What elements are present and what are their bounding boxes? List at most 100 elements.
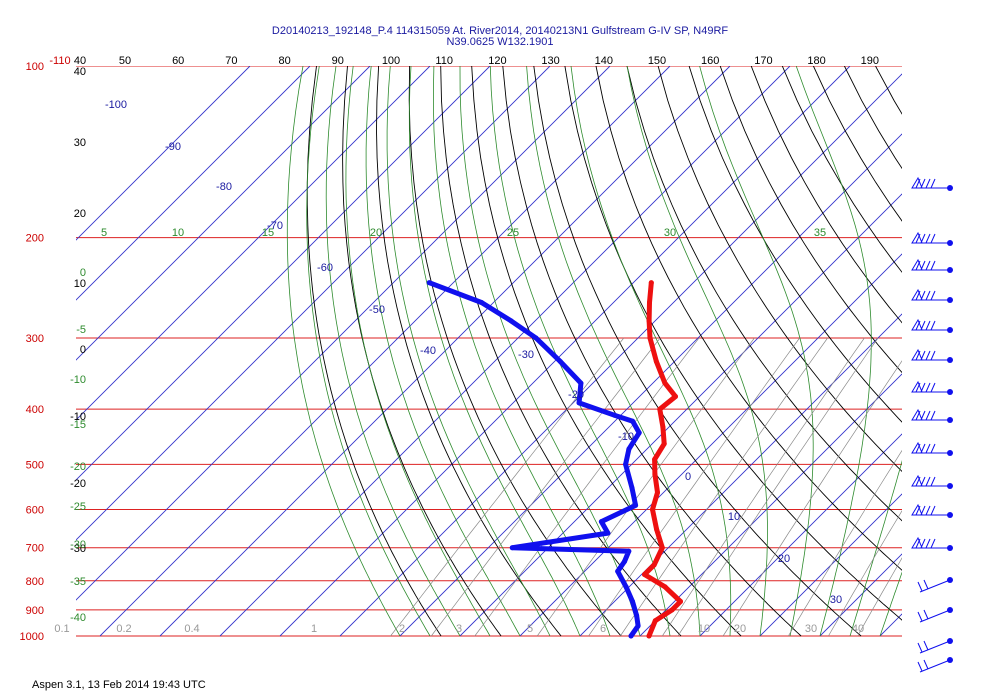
dewpoint-profile-point [633,502,639,508]
wind-barb-pennant [911,348,923,361]
isotherm-line [519,253,902,637]
mixing-ratio-label: 3 [456,623,462,635]
theta-e-label: 5 [101,227,107,239]
wind-barb-flag [917,661,923,672]
wind-barb-flag [917,642,923,653]
isotherm-label: 20 [778,553,790,565]
left-green-label: -35 [70,576,86,588]
wind-barb [917,577,953,593]
dry-adiabat-line [471,66,742,637]
wind-barb-flag [925,382,931,393]
wind-barb [911,536,953,551]
top-tick-label: 150 [648,55,666,67]
mixing-ratio-label: 6 [600,623,606,635]
wind-barb-flag [930,410,936,421]
dry-adiabat-line [719,66,902,374]
wind-barb-pennant [911,176,923,189]
wind-barb-flag [930,233,936,244]
top-tick-label: 160 [701,55,719,67]
wind-barb-flag [917,581,923,592]
isotherm-line [76,66,251,241]
grid-clip-group [76,66,1000,637]
pressure-tick-label: 600 [26,505,44,517]
mixing-ratio-line [787,449,902,637]
wind-barb [911,380,953,395]
wind-barb-flag [925,260,931,271]
theta-e-label: 15 [262,227,274,239]
plot-frame [76,66,902,636]
dewpoint-profile-point [629,485,635,491]
isotherm-label: -50 [369,304,385,316]
dewpoint-profile-point [557,359,563,365]
temperature-profile-point [661,441,667,447]
pressure-tick-label: 700 [26,543,44,555]
dry-adiabat-line [564,66,902,621]
isotherm-line [639,373,902,637]
moist-adiabat-line [795,66,872,637]
isotherm-line [76,66,551,541]
left-height-label: -30 [70,543,86,555]
moist-adiabat-line [489,66,671,637]
moist-adiabat-line [699,66,814,637]
dewpoint-profile-point [533,335,539,341]
moist-adiabat-line [526,66,701,637]
mixing-ratio-label: 20 [734,623,746,635]
dry-adiabat-line [533,66,862,637]
pressure-tick-label: 200 [26,233,44,245]
mixing-ratio-line [857,557,902,637]
top-tick-label: 180 [807,55,825,67]
dry-adiabat-line [750,66,902,324]
wind-barb-flag [923,579,929,590]
mixing-ratio-label: 5 [527,623,533,635]
wind-barb-flag [930,505,936,516]
top-tick-label: 80 [278,55,290,67]
dewpoint-profile-point [634,612,640,618]
wind-barb-flag [925,178,931,189]
left-green-label: -40 [70,612,86,624]
dry-adiabat-line [502,66,802,637]
moist-adiabat-line [408,66,581,637]
isotherm-line [759,493,902,637]
wind-barb [911,408,953,423]
wind-barb-flag [930,320,936,331]
wind-barb-flag [925,350,931,361]
wind-barb-flag [930,290,936,301]
isotherm-line [76,66,371,361]
wind-barb-flag [923,640,929,651]
footer-text: Aspen 3.1, 13 Feb 2014 19:43 UTC [32,679,206,691]
top-tick-label: 70 [225,55,237,67]
dewpoint-profile-point [622,559,627,564]
dry-adiabat-line [969,66,1000,636]
dry-adiabat-line [907,66,1000,636]
mixing-ratio-label: 10 [698,623,710,635]
wind-barb-flag [930,260,936,271]
mixing-ratio-label: 0.4 [184,623,199,635]
isotherm-label: -20 [568,389,584,401]
mixing-ratio-label: 0.2 [116,623,131,635]
dewpoint-profile-point [426,280,432,286]
dry-adiabat-line [306,66,442,637]
temperature-profile-point [647,335,653,341]
grid-layer [76,66,1000,637]
moist-adiabat-line [386,66,551,637]
top-tick-label: 110 [435,55,453,67]
wind-barb-flag [923,659,929,670]
temperature-profile-point [654,526,660,532]
wind-barb [911,176,953,191]
left-height-label: -20 [70,478,86,490]
dewpoint-profile-point [598,519,604,525]
wind-barb-flag [930,382,936,393]
moist-adiabat-line [345,66,491,637]
left-height-label: 20 [74,208,86,220]
isotherm-label: -100 [105,99,127,111]
wind-barb-shaft [919,640,951,654]
mixing-ratio-line [677,337,879,637]
pressure-tick-label: 300 [26,333,44,345]
profile-layer [426,280,683,639]
wind-barb-pennant [911,503,923,516]
temperature-profile-point [648,280,654,286]
temperature-profile-point [652,471,658,477]
